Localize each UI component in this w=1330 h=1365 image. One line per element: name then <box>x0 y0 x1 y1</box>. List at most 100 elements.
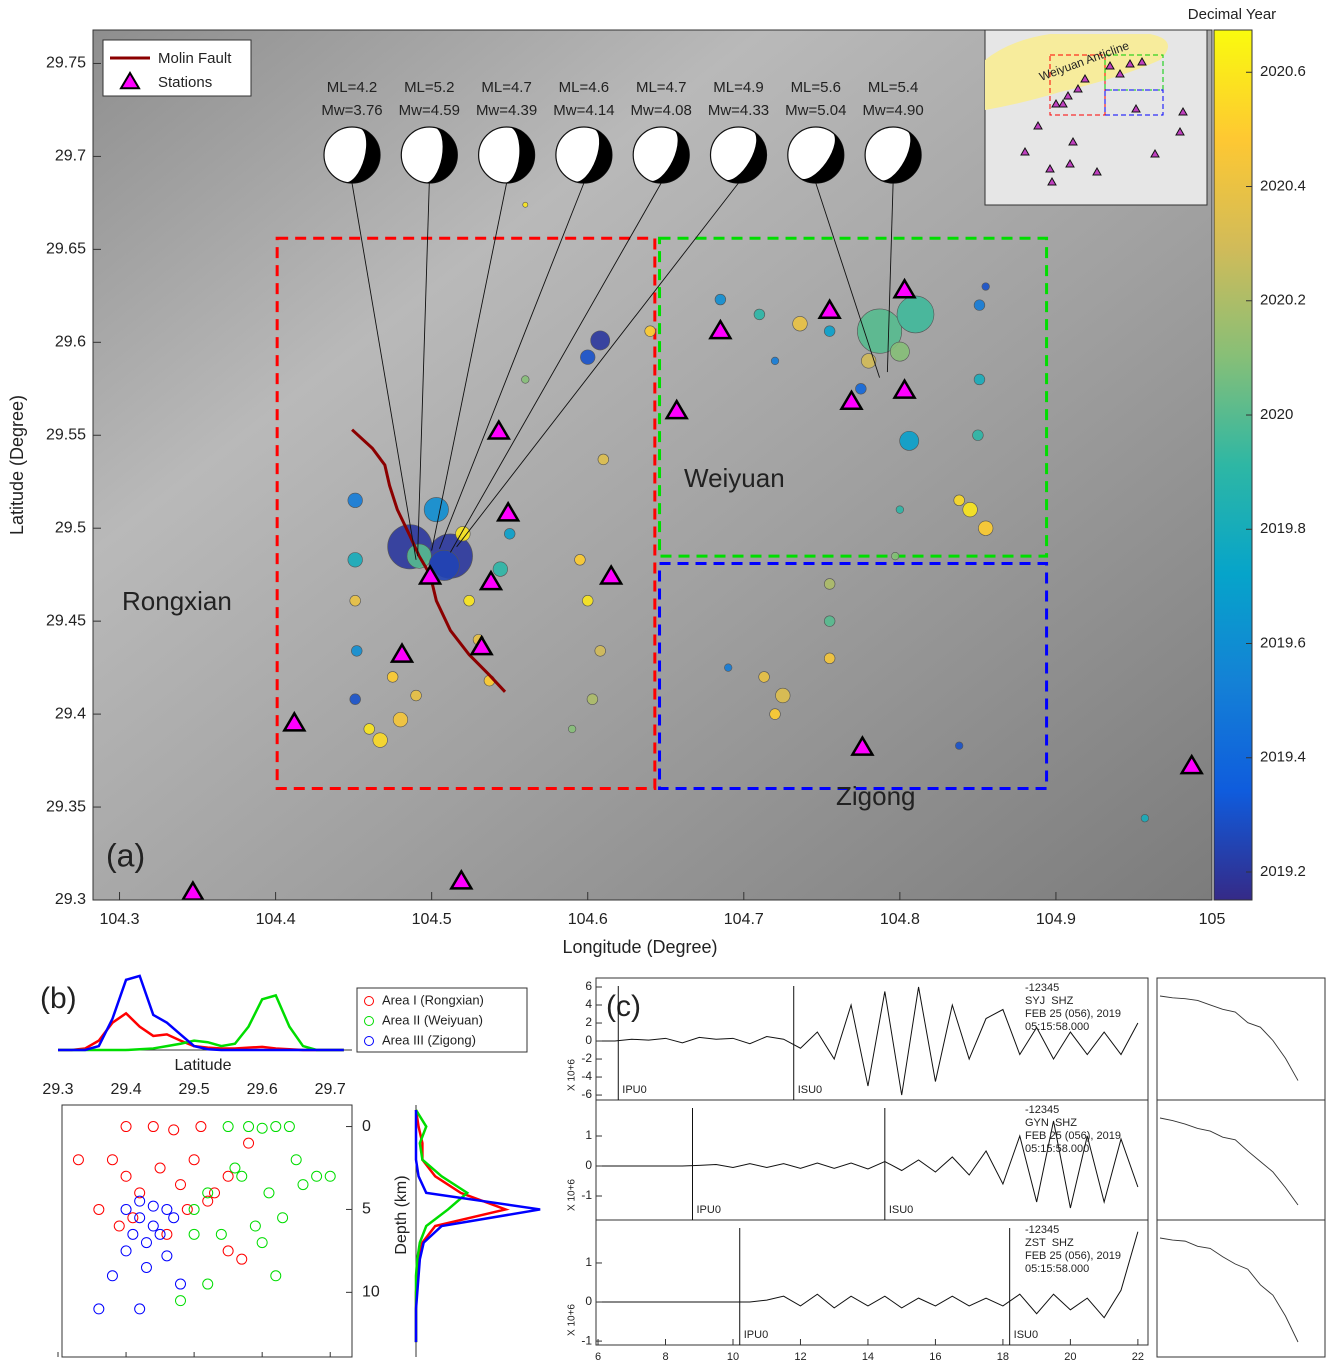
colorbar-tick-label: 2020.4 <box>1260 177 1306 194</box>
colorbar-tick-label: 2019.6 <box>1260 634 1306 651</box>
scatter-point <box>196 1122 206 1132</box>
trace-header: 05:15:58.000 <box>1025 1143 1089 1155</box>
x-tick-label: 104.5 <box>412 911 452 928</box>
event <box>974 374 985 385</box>
scatter-point <box>325 1171 335 1181</box>
scatter-point <box>128 1229 138 1239</box>
scatter-point <box>94 1304 104 1314</box>
y-axis-label: Depth (km) <box>393 1175 410 1254</box>
colorbar-tick-label: 2020.6 <box>1260 63 1306 80</box>
event <box>373 733 388 748</box>
event <box>568 725 576 733</box>
event <box>955 742 963 750</box>
spectrum-line <box>1160 996 1298 1081</box>
y-tick-label: 2 <box>585 1015 592 1029</box>
x-tick-label: 104.9 <box>1036 911 1076 928</box>
scatter-point <box>176 1296 186 1306</box>
event <box>776 688 791 703</box>
trace-header: -12345 <box>1025 1224 1059 1236</box>
scatter-point <box>189 1155 199 1165</box>
scatter-point <box>237 1171 247 1181</box>
scatter-point <box>169 1125 179 1135</box>
colorbar-tick-label: 2019.8 <box>1260 520 1306 537</box>
colorbar-label: Decimal Year <box>1188 6 1276 23</box>
magnitude-label: Mw=4.59 <box>399 102 460 119</box>
event <box>900 431 919 450</box>
magnitude-label: Mw=5.04 <box>785 102 846 119</box>
place-label: Weiyuan <box>684 463 785 493</box>
legend-label: Area II (Weiyuan) <box>382 1012 483 1027</box>
event <box>591 331 610 350</box>
magnitude-label: Mw=4.90 <box>862 102 923 119</box>
event <box>1141 814 1149 822</box>
y-tick-label: -4 <box>581 1069 592 1083</box>
scale-label: X 10+6 <box>567 1304 578 1336</box>
scatter-point <box>155 1229 165 1239</box>
x-tick-label: 14 <box>862 1351 874 1363</box>
event <box>982 283 990 291</box>
panel-label: (a) <box>106 837 145 873</box>
magnitude-label: ML=4.7 <box>481 79 531 96</box>
y-tick-label: 29.35 <box>46 798 86 815</box>
event <box>754 309 765 320</box>
spectrum-line <box>1160 1118 1298 1205</box>
trace-header: GYN SHZ <box>1025 1117 1077 1129</box>
event <box>350 694 361 705</box>
y-tick-label: -1 <box>581 1333 592 1347</box>
x-tick-label: 104.3 <box>100 911 140 928</box>
scatter-point <box>73 1155 83 1165</box>
scatter-point <box>148 1221 158 1231</box>
scatter-point <box>155 1163 165 1173</box>
magnitude-label: ML=5.6 <box>791 79 841 96</box>
y-tick-label: 0 <box>362 1118 371 1135</box>
scatter-point <box>121 1204 131 1214</box>
scatter-point <box>121 1246 131 1256</box>
magnitude-label: ML=4.7 <box>636 79 686 96</box>
event <box>580 350 595 365</box>
magnitude-label: Mw=4.14 <box>553 102 614 119</box>
panel-label: (c) <box>606 990 641 1023</box>
scatter-point <box>135 1213 145 1223</box>
scatter-point <box>244 1138 254 1148</box>
phase-label: ISU0 <box>798 1084 822 1096</box>
x-tick-label: 22 <box>1132 1351 1144 1363</box>
y-tick-label: 0 <box>585 1294 592 1308</box>
event <box>954 495 965 506</box>
event <box>493 562 508 577</box>
scatter-point <box>223 1122 233 1132</box>
y-tick-label: 29.5 <box>55 519 86 536</box>
trace-header: 05:15:58.000 <box>1025 1021 1089 1033</box>
x-tick-label: 8 <box>662 1351 668 1363</box>
legend-label: Molin Fault <box>158 50 232 67</box>
event <box>793 316 808 331</box>
scatter-point <box>176 1180 186 1190</box>
x-tick-label: 104.4 <box>256 911 296 928</box>
trace-header: FEB 25 (056), 2019 <box>1025 1130 1121 1142</box>
x-tick-label: 6 <box>595 1351 601 1363</box>
x-tick-label: 104.7 <box>724 911 764 928</box>
y-tick-label: -1 <box>581 1188 592 1202</box>
event <box>715 294 726 305</box>
trace-header: FEB 25 (056), 2019 <box>1025 1250 1121 1262</box>
event <box>645 326 656 337</box>
x-tick-label: 29.3 <box>42 1081 73 1098</box>
trace-header: 05:15:58.000 <box>1025 1263 1089 1275</box>
scale-label: X 10+6 <box>567 1059 578 1091</box>
phase-label: IPU0 <box>622 1084 646 1096</box>
scatter-point <box>162 1251 172 1261</box>
scatter-point <box>141 1238 151 1248</box>
event <box>771 357 779 365</box>
scatter-point <box>141 1262 151 1272</box>
event <box>963 502 978 517</box>
y-tick-label: -6 <box>581 1087 592 1101</box>
panel-label: (b) <box>40 982 77 1015</box>
event <box>424 497 448 521</box>
event <box>348 553 363 568</box>
scatter-point <box>162 1204 172 1214</box>
magnitude-label: ML=5.4 <box>868 79 918 96</box>
y-axis-label: Latitude (Degree) <box>7 395 27 535</box>
scatter-point <box>271 1271 281 1281</box>
trace-header: -12345 <box>1025 982 1059 994</box>
event <box>759 672 770 683</box>
phase-label: IPU0 <box>744 1329 768 1341</box>
